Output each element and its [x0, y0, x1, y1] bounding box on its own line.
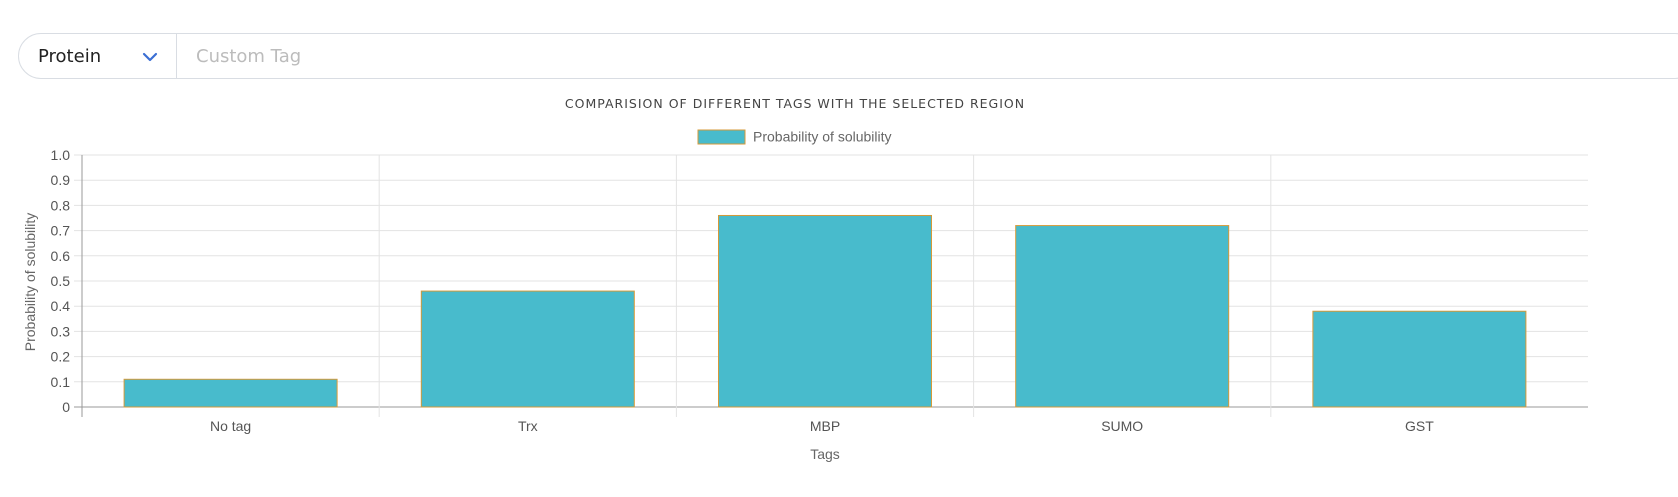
- y-axis-title: Probability of solubility: [22, 213, 38, 352]
- bar-gst[interactable]: [1312, 310, 1527, 408]
- y-tick-label: 0: [62, 399, 70, 415]
- x-axis-title: Tags: [810, 446, 840, 462]
- molecule-type-select[interactable]: Protein: [19, 34, 177, 78]
- molecule-type-value: Protein: [38, 46, 102, 67]
- y-tick-label: 0.6: [51, 248, 71, 264]
- chart-title: COMPARISION OF DIFFERENT TAGS WITH THE S…: [565, 96, 1025, 111]
- bar-no-tag[interactable]: [123, 378, 338, 408]
- x-tick-label: GST: [1405, 418, 1434, 434]
- y-tick-label: 0.3: [51, 323, 71, 339]
- legend-swatch: [697, 129, 746, 145]
- y-tick-label: 0.7: [51, 223, 71, 239]
- y-tick-label: 0.2: [51, 349, 71, 365]
- y-axis-ticks: 0 0.1 0.2 0.3 0.4 0.5 0.6 0.7 0.8 0.9 1.0: [51, 147, 71, 415]
- y-tick-label: 1.0: [51, 147, 71, 163]
- chevron-down-icon: [142, 52, 158, 62]
- bar-mbp[interactable]: [718, 214, 932, 408]
- y-tick-label: 0.9: [51, 172, 71, 188]
- legend-label: Probability of solubility: [753, 129, 892, 145]
- x-axis-ticks: No tag Trx MBP SUMO GST: [210, 418, 1434, 434]
- bars: [123, 214, 1527, 408]
- x-tick-label: MBP: [810, 418, 840, 434]
- y-tick-label: 0.5: [51, 273, 71, 289]
- y-tick-label: 0.1: [51, 374, 71, 390]
- solubility-bar-chart: COMPARISION OF DIFFERENT TAGS WITH THE S…: [22, 96, 1588, 462]
- x-tick-label: Trx: [518, 418, 538, 434]
- legend: Probability of solubility: [697, 129, 892, 145]
- y-tick-label: 0.4: [51, 298, 71, 314]
- x-tick-label: SUMO: [1101, 418, 1143, 434]
- bar-trx[interactable]: [420, 290, 635, 408]
- bar-sumo[interactable]: [1015, 225, 1230, 408]
- tag-input-group: Protein: [18, 33, 1678, 79]
- y-tick-label: 0.8: [51, 197, 71, 213]
- custom-tag-input[interactable]: [177, 35, 1677, 77]
- x-tick-label: No tag: [210, 418, 251, 434]
